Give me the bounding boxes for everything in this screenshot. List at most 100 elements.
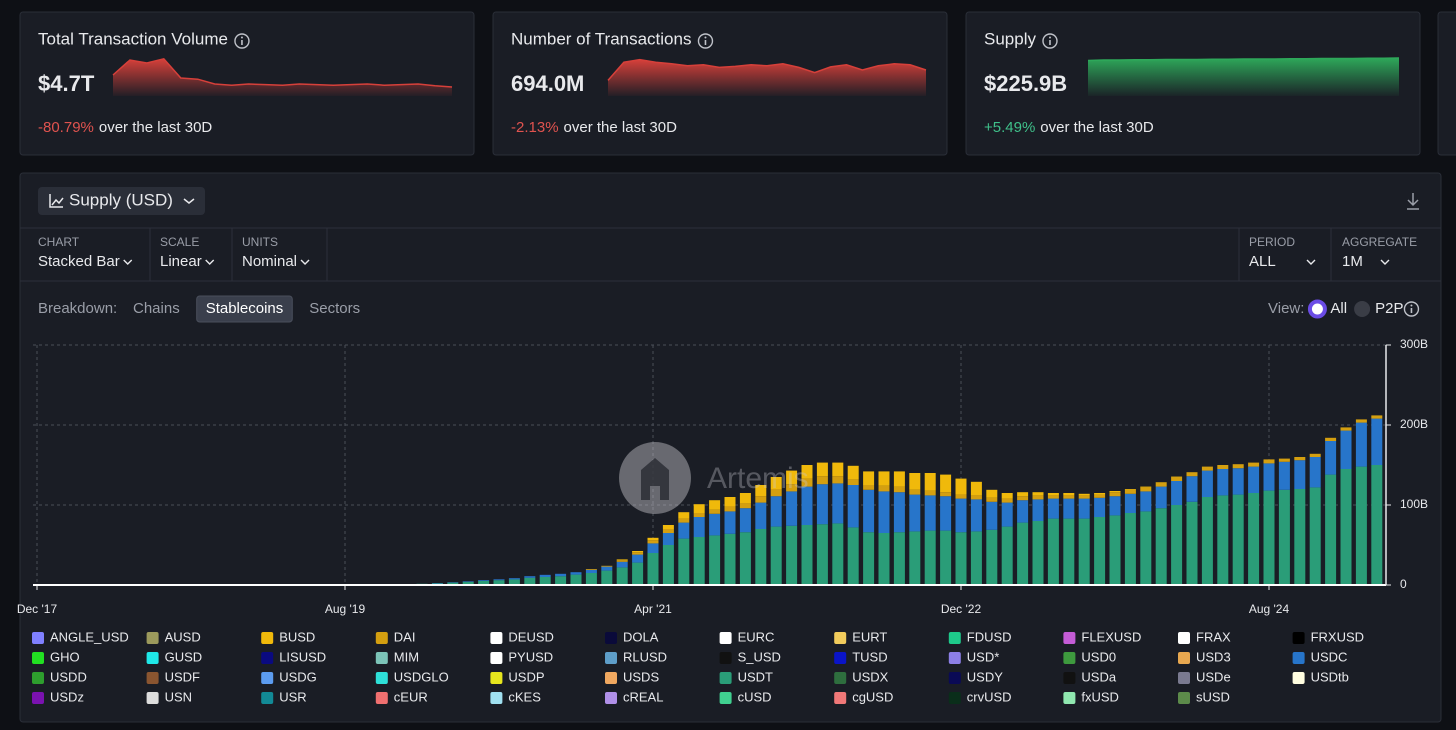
legend-label[interactable]: cKES — [508, 689, 541, 704]
legend-swatch[interactable] — [605, 652, 617, 664]
legend-label[interactable]: PYUSD — [508, 649, 553, 664]
legend-label[interactable]: GUSD — [165, 649, 203, 664]
legend-swatch[interactable] — [490, 632, 503, 644]
legend-swatch[interactable] — [261, 692, 274, 704]
legend-label[interactable]: EURC — [738, 629, 775, 644]
legend-swatch[interactable] — [948, 692, 961, 704]
legend-label[interactable]: cEUR — [394, 689, 428, 704]
control-value[interactable]: 1M — [1342, 253, 1363, 270]
legend-label[interactable]: USDe — [1196, 669, 1231, 684]
legend-swatch[interactable] — [605, 632, 617, 644]
legend-swatch[interactable] — [146, 672, 159, 684]
info-icon[interactable] — [1042, 33, 1058, 49]
legend-label[interactable]: USDa — [1081, 669, 1116, 684]
legend-label[interactable]: FLEXUSD — [1081, 629, 1141, 644]
info-icon[interactable] — [234, 33, 250, 49]
legend-label[interactable]: USD* — [967, 649, 1000, 664]
view-option[interactable]: All — [1330, 300, 1347, 317]
legend-swatch[interactable] — [1063, 672, 1076, 684]
legend-swatch[interactable] — [948, 672, 961, 684]
legend-label[interactable]: FRXUSD — [1311, 629, 1364, 644]
metric-dropdown[interactable] — [38, 187, 205, 215]
legend-label[interactable]: cUSD — [738, 689, 772, 704]
legend-swatch[interactable] — [261, 652, 274, 664]
legend-swatch[interactable] — [834, 632, 847, 644]
legend-label[interactable]: cgUSD — [852, 689, 893, 704]
legend-label[interactable]: USDz — [50, 689, 84, 704]
legend-swatch[interactable] — [605, 692, 617, 704]
legend-swatch[interactable] — [32, 692, 44, 704]
legend-swatch[interactable] — [490, 692, 503, 704]
legend-label[interactable]: DAI — [394, 629, 416, 644]
legend-label[interactable]: MIM — [394, 649, 419, 664]
legend-label[interactable]: FRAX — [1196, 629, 1231, 644]
legend-swatch[interactable] — [1063, 652, 1076, 664]
legend-label[interactable]: cREAL — [623, 689, 663, 704]
legend-label[interactable]: USDT — [738, 669, 773, 684]
legend-swatch[interactable] — [834, 652, 847, 664]
legend-swatch[interactable] — [146, 692, 159, 704]
legend-label[interactable]: crvUSD — [967, 689, 1012, 704]
legend-swatch[interactable] — [375, 692, 388, 704]
legend-label[interactable]: BUSD — [279, 629, 315, 644]
legend-swatch[interactable] — [261, 632, 274, 644]
legend-label[interactable]: USDG — [279, 669, 317, 684]
legend-label[interactable]: USDC — [1311, 649, 1348, 664]
legend-swatch[interactable] — [375, 652, 388, 664]
legend-label[interactable]: EURT — [852, 629, 887, 644]
legend-label[interactable]: S_USD — [738, 649, 781, 664]
legend-swatch[interactable] — [1063, 632, 1076, 644]
legend-swatch[interactable] — [948, 632, 961, 644]
legend-swatch[interactable] — [146, 652, 159, 664]
legend-swatch[interactable] — [719, 652, 732, 664]
legend-label[interactable]: DEUSD — [508, 629, 554, 644]
info-icon[interactable] — [697, 33, 714, 49]
legend-swatch[interactable] — [719, 672, 732, 684]
legend-label[interactable]: USDD — [50, 669, 87, 684]
legend-swatch[interactable] — [1178, 672, 1190, 684]
view-option[interactable]: P2P — [1375, 300, 1403, 317]
legend-swatch[interactable] — [1178, 652, 1190, 664]
control-value[interactable]: Stacked Bar — [38, 253, 120, 270]
legend-label[interactable]: LISUSD — [279, 649, 326, 664]
legend-label[interactable]: USDF — [165, 669, 200, 684]
breakdown-option[interactable]: Sectors — [309, 300, 360, 317]
breakdown-option[interactable]: Chains — [133, 300, 180, 317]
legend-label[interactable]: USDP — [508, 669, 544, 684]
metric-selector[interactable]: Supply (USD) — [69, 190, 173, 209]
legend-label[interactable]: USR — [279, 689, 306, 704]
legend-swatch[interactable] — [948, 652, 961, 664]
legend-swatch[interactable] — [605, 672, 617, 684]
legend-swatch[interactable] — [1063, 692, 1076, 704]
legend-swatch[interactable] — [1178, 692, 1190, 704]
legend-swatch[interactable] — [375, 632, 388, 644]
control-value[interactable]: Nominal — [242, 253, 297, 270]
legend-swatch[interactable] — [32, 652, 44, 664]
legend-swatch[interactable] — [834, 692, 847, 704]
legend-swatch[interactable] — [719, 632, 732, 644]
legend-swatch[interactable] — [719, 692, 732, 704]
legend-label[interactable]: TUSD — [852, 649, 887, 664]
legend-label[interactable]: RLUSD — [623, 649, 667, 664]
legend-label[interactable]: USD3 — [1196, 649, 1231, 664]
legend-label[interactable]: DOLA — [623, 629, 659, 644]
legend-swatch[interactable] — [375, 672, 388, 684]
legend-swatch[interactable] — [1292, 652, 1305, 664]
legend-swatch[interactable] — [32, 672, 44, 684]
legend-swatch[interactable] — [490, 652, 503, 664]
legend-label[interactable]: GHO — [50, 649, 80, 664]
legend-label[interactable]: USD0 — [1081, 649, 1116, 664]
legend-label[interactable]: USDY — [967, 669, 1003, 684]
control-value[interactable]: ALL — [1249, 253, 1276, 270]
legend-label[interactable]: USDS — [623, 669, 659, 684]
legend-label[interactable]: FDUSD — [967, 629, 1012, 644]
control-value[interactable]: Linear — [160, 253, 202, 270]
info-icon[interactable] — [1403, 301, 1420, 317]
legend-swatch[interactable] — [146, 632, 159, 644]
legend-swatch[interactable] — [261, 672, 274, 684]
legend-swatch[interactable] — [490, 672, 503, 684]
radio[interactable] — [1354, 301, 1371, 317]
legend-swatch[interactable] — [1178, 632, 1190, 644]
download-icon[interactable] — [1407, 193, 1419, 210]
legend-label[interactable]: USN — [165, 689, 192, 704]
